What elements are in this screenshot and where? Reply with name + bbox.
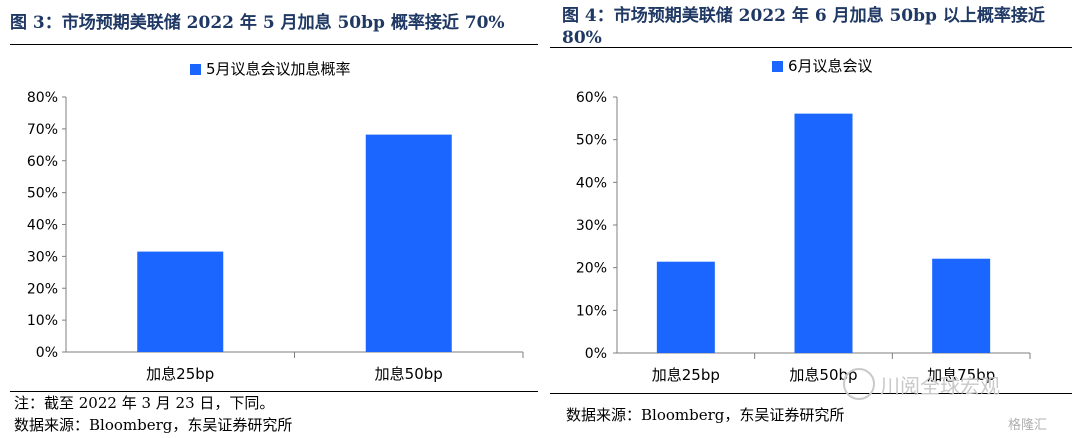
y-tick-label: 40% (27, 218, 58, 234)
bar (932, 258, 991, 353)
y-tick-label: 0% (585, 346, 607, 362)
watermark-text: 川阅全球宏观 (880, 374, 1000, 398)
legend-swatch (772, 61, 783, 72)
y-tick-label: 10% (27, 313, 58, 329)
x-tick-label: 加息25bp (652, 366, 720, 384)
y-tick-label: 80% (27, 90, 58, 106)
y-tick-label: 20% (576, 261, 607, 277)
watermark-logo-icon (843, 368, 875, 400)
x-tick-label: 加息75bp (927, 366, 995, 384)
legend-label: 6月议息会议 (788, 57, 873, 75)
y-tick-label: 50% (27, 186, 58, 202)
y-tick-label: 60% (576, 90, 607, 106)
y-tick-label: 20% (27, 281, 58, 297)
bar (365, 134, 452, 352)
x-tick-label: 加息50bp (375, 365, 443, 383)
legend-swatch (190, 64, 201, 75)
right-chart-frame (550, 47, 1072, 394)
figure-3-title: 图 3：市场预期美联储 2022 年 5 月加息 50bp 概率接近 70% (10, 13, 505, 33)
y-tick-label: 10% (576, 303, 607, 319)
bar (794, 113, 853, 353)
x-tick-label: 加息50bp (789, 366, 857, 384)
bar (137, 251, 224, 352)
y-tick-label: 50% (576, 133, 607, 149)
y-tick-label: 30% (576, 218, 607, 234)
figure-4-title: 图 4：市场预期美联储 2022 年 6 月加息 50bp 以上概率接近 80% (562, 6, 1045, 48)
x-tick-label: 加息25bp (146, 365, 214, 383)
y-tick-label: 0% (36, 345, 58, 361)
y-tick-label: 30% (27, 249, 58, 265)
y-tick-label: 70% (27, 122, 58, 138)
left-chart-frame (10, 44, 538, 392)
right-source: 数据来源：Bloomberg，东吴证券研究所 (566, 406, 845, 424)
watermark-brand: 格隆汇 (1008, 418, 1048, 433)
bar (656, 261, 715, 353)
legend-label: 5月议息会议加息概率 (206, 60, 351, 78)
left-source: 数据来源：Bloomberg，东吴证券研究所 (14, 416, 293, 434)
left-note: 注：截至 2022 年 3 月 23 日，下同。 (14, 394, 275, 412)
y-tick-label: 40% (576, 175, 607, 191)
y-tick-label: 60% (27, 154, 58, 170)
